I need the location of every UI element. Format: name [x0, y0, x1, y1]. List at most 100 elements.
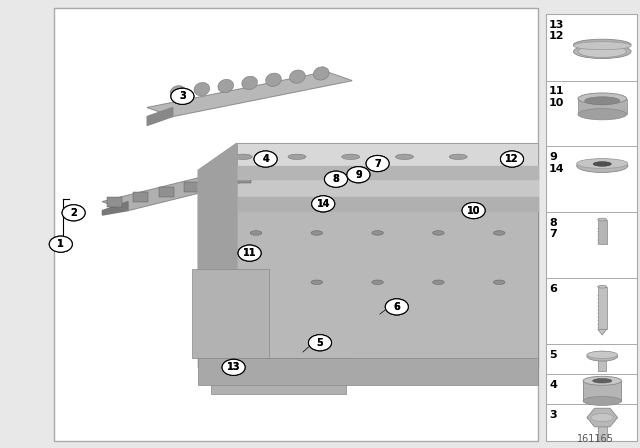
Text: 1: 1 [58, 239, 64, 249]
Ellipse shape [578, 108, 627, 120]
Bar [578, 99, 627, 114]
Polygon shape [159, 187, 174, 197]
Polygon shape [198, 358, 538, 385]
Circle shape [385, 299, 408, 315]
Text: 13: 13 [549, 20, 564, 30]
Circle shape [49, 236, 72, 252]
Circle shape [238, 245, 261, 261]
Text: 2: 2 [70, 208, 77, 218]
Circle shape [324, 171, 348, 187]
Polygon shape [102, 148, 346, 211]
Circle shape [62, 205, 85, 221]
Text: 11: 11 [243, 248, 257, 258]
Ellipse shape [314, 67, 329, 80]
Ellipse shape [266, 73, 282, 86]
Ellipse shape [591, 414, 614, 422]
Ellipse shape [493, 231, 505, 235]
Ellipse shape [288, 154, 306, 159]
Text: 9: 9 [355, 170, 362, 180]
Text: 4: 4 [262, 154, 269, 164]
Circle shape [238, 245, 261, 261]
Circle shape [222, 359, 245, 375]
Ellipse shape [583, 376, 621, 385]
Ellipse shape [250, 280, 262, 284]
Polygon shape [237, 197, 538, 211]
Ellipse shape [573, 42, 631, 50]
Ellipse shape [598, 218, 607, 221]
Ellipse shape [433, 231, 444, 235]
Circle shape [462, 202, 485, 219]
Ellipse shape [372, 231, 383, 235]
Text: 5: 5 [317, 338, 323, 348]
Text: 11: 11 [549, 86, 564, 96]
Polygon shape [598, 329, 607, 335]
Bar [546, 14, 637, 441]
Text: 3: 3 [179, 91, 186, 101]
Ellipse shape [593, 162, 611, 166]
Circle shape [462, 202, 485, 219]
Text: 4: 4 [549, 380, 557, 390]
Polygon shape [198, 143, 237, 340]
Polygon shape [237, 166, 538, 179]
Bar [583, 381, 621, 401]
Polygon shape [107, 197, 122, 207]
Text: 6: 6 [394, 302, 400, 312]
Text: 12: 12 [505, 154, 519, 164]
Polygon shape [211, 358, 346, 394]
Text: 10: 10 [467, 206, 481, 215]
Text: 13: 13 [227, 362, 241, 372]
Text: 161165: 161165 [577, 434, 614, 444]
Text: 2: 2 [70, 208, 77, 218]
Ellipse shape [585, 97, 620, 105]
Circle shape [171, 88, 194, 104]
Text: 13: 13 [227, 362, 241, 372]
Text: 10: 10 [549, 98, 564, 108]
Bar [598, 220, 607, 244]
Circle shape [312, 196, 335, 212]
Text: 8: 8 [333, 174, 339, 184]
Text: 9: 9 [355, 170, 362, 180]
Polygon shape [198, 143, 237, 367]
Text: 6: 6 [394, 302, 400, 312]
Ellipse shape [234, 154, 252, 159]
Ellipse shape [577, 159, 628, 172]
Circle shape [62, 205, 85, 221]
Circle shape [308, 335, 332, 351]
Polygon shape [198, 206, 538, 367]
Polygon shape [192, 269, 269, 358]
Polygon shape [147, 108, 173, 125]
Text: 8: 8 [549, 218, 557, 228]
Circle shape [254, 151, 277, 167]
Text: 12: 12 [505, 154, 519, 164]
Circle shape [366, 155, 389, 172]
Ellipse shape [578, 46, 627, 57]
Polygon shape [102, 202, 128, 215]
Polygon shape [184, 182, 200, 192]
Ellipse shape [433, 280, 444, 284]
Text: 3: 3 [179, 91, 186, 101]
Ellipse shape [587, 351, 618, 361]
Text: 9: 9 [549, 152, 557, 162]
Text: 11: 11 [243, 248, 257, 258]
Ellipse shape [598, 285, 607, 288]
Ellipse shape [396, 154, 413, 159]
Text: 7: 7 [374, 159, 381, 168]
Ellipse shape [311, 231, 323, 235]
Ellipse shape [493, 280, 505, 284]
Ellipse shape [449, 154, 467, 159]
Ellipse shape [218, 79, 234, 93]
Circle shape [312, 196, 335, 212]
Ellipse shape [583, 396, 621, 405]
Circle shape [347, 167, 370, 183]
Ellipse shape [503, 154, 521, 159]
Ellipse shape [372, 280, 383, 284]
Text: 7: 7 [549, 229, 557, 239]
Circle shape [347, 167, 370, 183]
Circle shape [171, 88, 194, 104]
Ellipse shape [289, 70, 305, 83]
Circle shape [324, 171, 348, 187]
Circle shape [222, 359, 245, 375]
Polygon shape [132, 192, 148, 202]
Polygon shape [198, 170, 538, 206]
Polygon shape [262, 168, 277, 178]
